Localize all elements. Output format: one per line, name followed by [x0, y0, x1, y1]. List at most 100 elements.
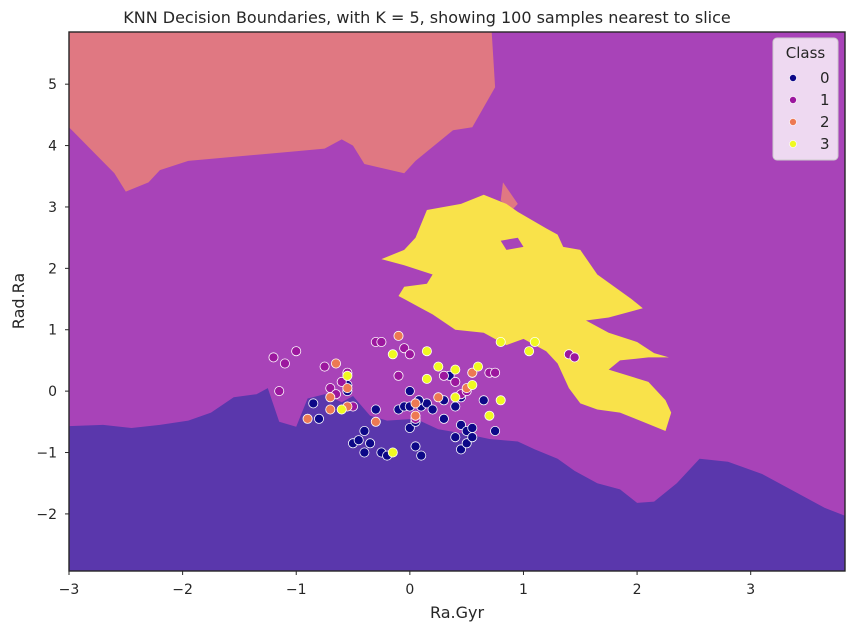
point-class-1-0 — [268, 352, 279, 363]
point-class-0-0 — [308, 398, 319, 409]
point-class-0-6 — [359, 447, 370, 458]
point-class-1-6 — [336, 376, 347, 387]
legend-marker-3 — [789, 140, 797, 148]
point-class-2-7 — [393, 330, 404, 341]
point-class-1-22 — [569, 352, 580, 363]
y-tick-label: 0 — [48, 384, 57, 400]
point-class-0-30 — [467, 422, 478, 433]
point-class-3-5 — [421, 373, 432, 384]
chart-title: KNN Decision Boundaries, with K = 5, sho… — [123, 8, 731, 27]
x-tick-label: −2 — [172, 582, 193, 598]
point-class-1-15 — [450, 376, 461, 387]
point-class-0-5 — [359, 425, 370, 436]
point-class-2-12 — [467, 367, 478, 378]
point-class-1-2 — [291, 346, 302, 357]
x-tick-label: −1 — [286, 582, 307, 598]
sample-points — [268, 330, 580, 461]
legend-label-3: 3 — [820, 135, 830, 153]
point-class-3-12 — [495, 336, 506, 347]
legend-label-1: 1 — [820, 91, 830, 109]
point-class-3-0 — [342, 370, 353, 381]
x-axis: −3 −2 −1 0 1 2 3 — [59, 571, 755, 598]
region-class-2-3 — [500, 182, 518, 210]
point-class-3-1 — [336, 404, 347, 415]
point-class-3-13 — [495, 395, 506, 406]
point-class-2-9 — [410, 410, 421, 421]
point-class-2-8 — [410, 398, 421, 409]
point-class-0-17 — [416, 450, 427, 461]
x-tick-label: 2 — [633, 582, 642, 598]
point-class-3-7 — [450, 364, 461, 375]
point-class-0-8 — [370, 404, 381, 415]
y-tick-label: −1 — [36, 446, 57, 462]
legend-marker-0 — [789, 74, 797, 82]
legend-marker-1 — [789, 96, 797, 104]
point-class-1-9 — [376, 336, 387, 347]
decision-regions — [69, 32, 845, 571]
y-tick-label: −2 — [36, 507, 57, 523]
plot-frame — [68, 31, 846, 572]
point-class-2-3 — [330, 358, 341, 369]
point-class-1-23 — [274, 386, 285, 397]
point-class-1-1 — [279, 358, 290, 369]
y-tick-label: 2 — [48, 261, 57, 277]
point-class-2-0 — [302, 413, 313, 424]
region-class-0-1 — [69, 388, 845, 571]
x-tick-label: 1 — [519, 582, 528, 598]
point-class-3-6 — [433, 361, 444, 372]
region-class-1-5 — [500, 237, 524, 250]
point-class-0-14 — [404, 386, 415, 397]
legend-label-2: 2 — [820, 113, 830, 131]
region-class-3-4 — [381, 194, 672, 431]
x-tick-label: −3 — [59, 582, 80, 598]
legend-box — [772, 37, 839, 161]
point-class-1-20 — [490, 367, 501, 378]
x-tick-label: 0 — [405, 582, 414, 598]
point-class-2-6 — [370, 416, 381, 427]
point-class-2-4 — [342, 383, 353, 394]
point-class-3-15 — [529, 336, 540, 347]
point-class-0-26 — [455, 419, 466, 430]
point-class-0-29 — [461, 438, 472, 449]
point-class-0-13 — [404, 422, 415, 433]
point-class-2-10 — [433, 392, 444, 403]
point-class-3-10 — [472, 361, 483, 372]
y-tick-label: 5 — [48, 77, 57, 93]
y-tick-label: 1 — [48, 323, 57, 339]
point-class-1-14 — [438, 370, 449, 381]
point-class-0-20 — [427, 404, 438, 415]
point-class-1-12 — [404, 349, 415, 360]
y-tick-label: 3 — [48, 200, 57, 216]
point-class-3-2 — [387, 349, 398, 360]
x-axis-label: Ra.Gyr — [430, 603, 485, 622]
point-class-0-25 — [450, 432, 461, 443]
point-class-3-8 — [450, 392, 461, 403]
y-tick-label: 4 — [48, 139, 57, 155]
point-class-0-1 — [313, 413, 324, 424]
point-class-2-1 — [325, 404, 336, 415]
point-class-1-10 — [393, 370, 404, 381]
y-axis: −2 −1 0 1 2 3 4 5 — [36, 77, 69, 523]
point-class-2-2 — [325, 392, 336, 403]
region-class-2-2 — [69, 32, 496, 192]
point-class-3-9 — [467, 379, 478, 390]
point-class-3-14 — [524, 346, 535, 357]
point-class-3-11 — [484, 410, 495, 421]
point-class-0-27 — [455, 444, 466, 455]
point-class-0-7 — [365, 438, 376, 449]
point-class-0-33 — [490, 425, 501, 436]
point-class-0-4 — [353, 435, 364, 446]
point-class-3-4 — [421, 346, 432, 357]
x-tick-label: 3 — [746, 582, 755, 598]
y-axis-label: Rad.Ra — [9, 273, 28, 329]
point-class-3-3 — [387, 447, 398, 458]
point-class-0-31 — [467, 432, 478, 443]
legend-marker-2 — [789, 118, 797, 126]
point-class-0-16 — [410, 441, 421, 452]
legend-title: Class — [786, 44, 826, 62]
point-class-1-11 — [399, 343, 410, 354]
point-class-0-32 — [478, 395, 489, 406]
legend-label-0: 0 — [820, 69, 830, 87]
